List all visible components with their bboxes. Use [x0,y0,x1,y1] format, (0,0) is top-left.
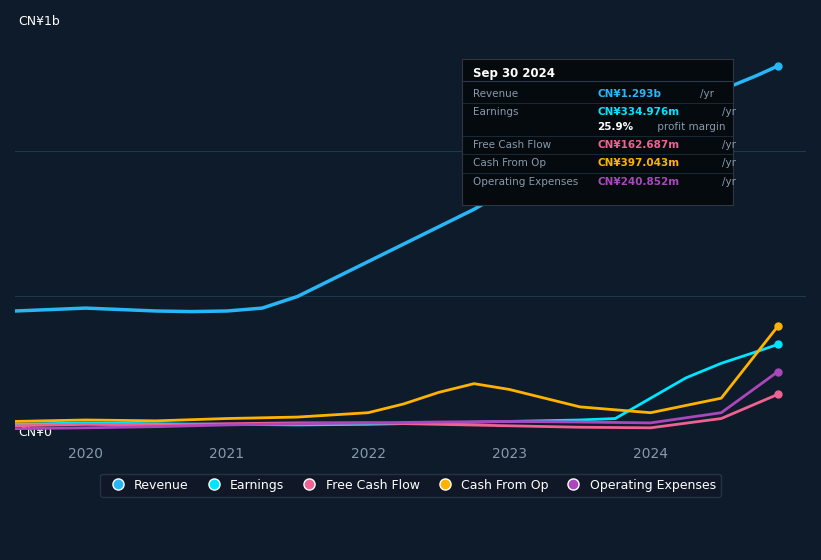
Text: Free Cash Flow: Free Cash Flow [473,140,551,150]
Legend: Revenue, Earnings, Free Cash Flow, Cash From Op, Operating Expenses: Revenue, Earnings, Free Cash Flow, Cash … [100,474,721,497]
Text: CN¥1.293b: CN¥1.293b [598,89,662,99]
Text: Cash From Op: Cash From Op [473,158,546,169]
Text: CN¥334.976m: CN¥334.976m [598,107,680,117]
Text: CN¥162.687m: CN¥162.687m [598,140,680,150]
Text: CN¥397.043m: CN¥397.043m [598,158,680,169]
Text: /yr: /yr [722,140,736,150]
Text: Operating Expenses: Operating Expenses [473,177,578,186]
Text: CN¥1b: CN¥1b [18,15,60,28]
Text: /yr: /yr [722,158,736,169]
Text: 25.9%: 25.9% [598,122,634,132]
Text: CN¥240.852m: CN¥240.852m [598,177,680,186]
Text: /yr: /yr [722,177,736,186]
Text: profit margin: profit margin [654,122,726,132]
Text: Revenue: Revenue [473,89,518,99]
Text: CN¥0: CN¥0 [18,426,52,439]
Text: Sep 30 2024: Sep 30 2024 [473,67,555,81]
Text: /yr: /yr [699,89,713,99]
Text: /yr: /yr [722,107,736,117]
Text: Earnings: Earnings [473,107,518,117]
